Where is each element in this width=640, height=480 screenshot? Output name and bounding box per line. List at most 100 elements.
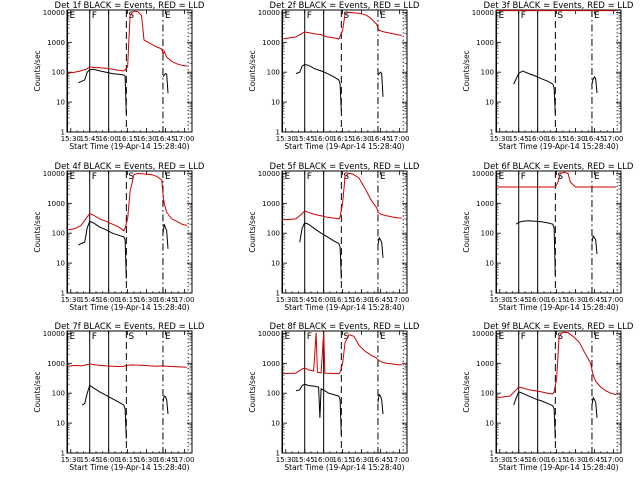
y-tick-label: 1	[490, 129, 494, 137]
x-tick-label: 16:00	[314, 135, 334, 143]
panel-det-9: Det 9f BLACK = Events, RED = LLD 1 10 100 10…	[462, 322, 634, 472]
y-tick-label: 1000	[262, 360, 280, 368]
y-tick-label: 1000	[47, 39, 65, 47]
y-tick-label: 100	[481, 69, 494, 77]
panel-title: Det 2f BLACK = Events, RED = LLD	[270, 1, 420, 11]
series-line-events	[513, 70, 556, 115]
marker-label: S	[343, 332, 349, 342]
marker-label: E	[499, 332, 505, 342]
x-tick-label: 16:15	[118, 135, 138, 143]
x-tick-label: 17:00	[389, 135, 409, 143]
series-line-lld	[68, 172, 188, 232]
y-tick-label: 100	[52, 390, 65, 398]
series-line-events	[377, 71, 384, 97]
plot-frame	[66, 170, 193, 294]
y-tick-label: 10	[271, 99, 280, 107]
x-tick-label: 15:45	[295, 135, 315, 143]
x-tick-label: 16:00	[314, 296, 334, 304]
y-axis-label: Counts/sec	[462, 211, 471, 252]
x-axis-label: Start Time (19-Apr-14 15:28:40)	[498, 142, 618, 151]
marker-label: E	[594, 332, 600, 342]
x-tick-label: 15:30	[490, 135, 510, 143]
x-tick-label: 16:30	[136, 135, 156, 143]
y-tick-label: 1	[61, 129, 65, 137]
y-axis-label: Counts/sec	[33, 50, 42, 91]
y-tick-label: 1000	[262, 200, 280, 208]
marker-label: F	[92, 172, 97, 182]
panel-det-1: Det 1f BLACK = Events, RED = LLD 1 10 100 10…	[33, 1, 205, 151]
marker-label: E	[70, 172, 76, 182]
y-tick-label: 100	[52, 230, 65, 238]
x-tick-label: 16:45	[584, 135, 604, 143]
panel-title: Det 6f BLACK = Events, RED = LLD	[484, 162, 634, 172]
y-axis-label: Counts/sec	[33, 371, 42, 412]
marker-label: F	[307, 332, 312, 342]
x-tick-label: 15:30	[276, 296, 296, 304]
x-axis-label: Start Time (19-Apr-14 15:28:40)	[498, 303, 618, 312]
x-tick-label: 17:00	[174, 135, 194, 143]
x-tick-label: 16:15	[333, 456, 353, 464]
x-tick-label: 16:00	[528, 456, 548, 464]
series-line-events	[295, 383, 342, 436]
x-tick-label: 15:45	[80, 135, 100, 143]
y-axis-label: Counts/sec	[248, 50, 257, 91]
y-tick-label: 10	[485, 260, 494, 268]
x-tick-label: 16:30	[351, 296, 371, 304]
marker-label: F	[521, 172, 526, 182]
y-tick-label: 10000	[43, 170, 65, 178]
x-tick-label: 15:45	[509, 296, 529, 304]
y-axis-label: Counts/sec	[462, 371, 471, 412]
series-line-events	[591, 396, 598, 418]
y-tick-label: 1	[276, 450, 280, 458]
x-tick-label: 15:45	[80, 296, 100, 304]
x-tick-label: 16:15	[547, 135, 567, 143]
plot-frame	[66, 330, 193, 454]
marker-label: E	[594, 11, 600, 21]
panel-det-4: Det 4f BLACK = Events, RED = LLD 1 10 100 10…	[33, 162, 205, 312]
marker-label: E	[70, 332, 76, 342]
x-axis-label: Start Time (19-Apr-14 15:28:40)	[498, 463, 618, 472]
y-tick-label: 1000	[47, 200, 65, 208]
x-axis-label: Start Time (19-Apr-14 15:28:40)	[284, 303, 404, 312]
series-line-lld	[283, 332, 402, 375]
x-tick-label: 16:30	[136, 296, 156, 304]
y-tick-label: 1	[490, 290, 494, 298]
y-tick-label: 100	[267, 390, 280, 398]
marker-label: E	[380, 11, 386, 21]
x-tick-label: 17:00	[389, 456, 409, 464]
x-tick-label: 17:00	[174, 296, 194, 304]
x-tick-label: 16:45	[155, 296, 175, 304]
y-tick-label: 100	[481, 230, 494, 238]
x-tick-label: 15:30	[61, 456, 81, 464]
y-tick-label: 10	[485, 420, 494, 428]
y-tick-label: 100	[267, 230, 280, 238]
series-line-events	[591, 75, 598, 94]
y-tick-label: 1	[61, 450, 65, 458]
x-tick-label: 15:30	[276, 456, 296, 464]
y-tick-label: 100	[267, 69, 280, 77]
y-tick-label: 1000	[476, 200, 494, 208]
y-tick-label: 10000	[472, 9, 494, 17]
x-axis-label: Start Time (19-Apr-14 15:28:40)	[69, 142, 189, 151]
panel-det-6: Det 6f BLACK = Events, RED = LLD 1 10 100 10…	[462, 162, 634, 312]
panel-title: Det 8f BLACK = Events, RED = LLD	[270, 322, 420, 332]
y-tick-label: 10	[56, 260, 65, 268]
series-line-events	[591, 234, 598, 255]
marker-label: E	[594, 172, 600, 182]
x-tick-label: 15:45	[509, 456, 529, 464]
y-tick-label: 1	[276, 290, 280, 298]
y-tick-label: 10	[56, 99, 65, 107]
plot-frame	[495, 9, 622, 133]
x-tick-label: 15:45	[295, 456, 315, 464]
marker-label: S	[557, 172, 563, 182]
y-tick-label: 10	[271, 260, 280, 268]
panel-title: Det 3f BLACK = Events, RED = LLD	[484, 1, 634, 11]
x-axis-label: Start Time (19-Apr-14 15:28:40)	[284, 142, 404, 151]
y-tick-label: 10000	[258, 330, 280, 338]
y-tick-label: 10000	[258, 9, 280, 17]
y-tick-label: 1000	[47, 360, 65, 368]
x-tick-label: 16:30	[351, 456, 371, 464]
x-tick-label: 15:30	[490, 456, 510, 464]
series-line-events	[78, 220, 127, 279]
